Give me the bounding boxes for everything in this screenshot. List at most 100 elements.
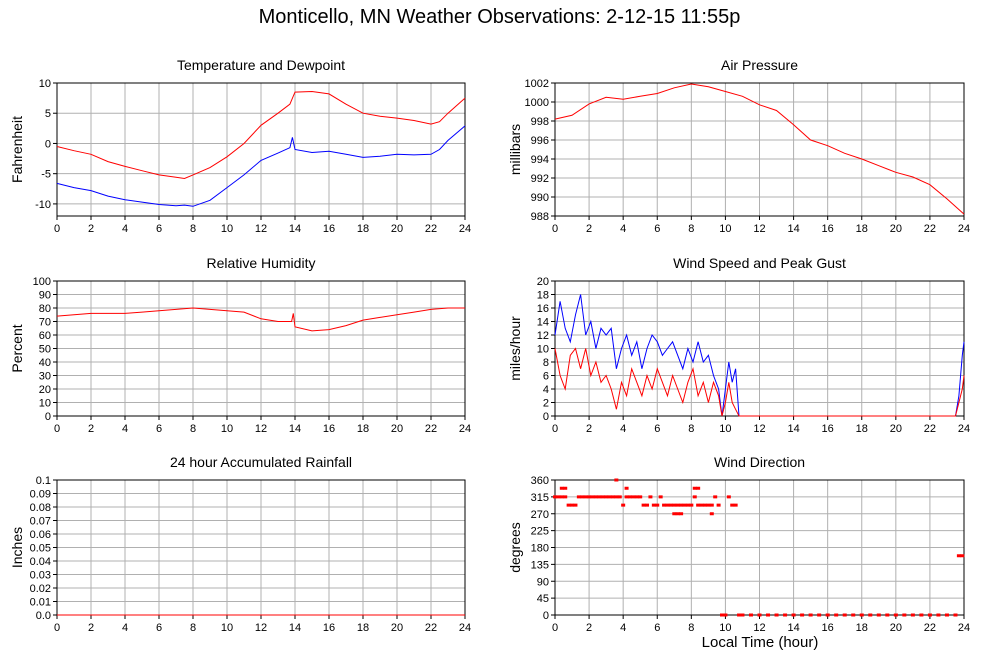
y-tick-label: 90 xyxy=(537,576,549,588)
data-point xyxy=(825,613,830,617)
y-tick-label: 360 xyxy=(531,475,549,487)
y-tick-label: 40 xyxy=(39,357,51,369)
data-point xyxy=(685,503,690,507)
x-tick-label: 20 xyxy=(890,622,902,634)
y-tick-label: 6 xyxy=(543,371,549,383)
y-axis-label: millibars xyxy=(507,124,523,175)
y-tick-label: 0.01 xyxy=(30,597,51,609)
y-tick-label: 12 xyxy=(537,330,549,342)
plot-frame xyxy=(56,280,466,417)
x-tick-label: 18 xyxy=(357,622,369,634)
y-tick-label: 0.05 xyxy=(30,543,51,555)
data-point xyxy=(604,495,609,499)
chart-title: Wind Direction xyxy=(714,454,805,470)
data-point xyxy=(692,486,697,490)
x-tick-label: 0 xyxy=(552,223,558,235)
data-point xyxy=(634,495,639,499)
x-tick-label: 24 xyxy=(459,622,471,634)
x-tick-label: 6 xyxy=(654,223,660,235)
x-tick-label: 12 xyxy=(753,622,765,634)
x-tick-label: 4 xyxy=(122,223,128,235)
data-point xyxy=(766,613,771,617)
x-tick-label: 20 xyxy=(391,223,403,235)
y-axis-label: Percent xyxy=(9,324,25,372)
data-point xyxy=(893,613,898,617)
data-point xyxy=(600,495,605,499)
x-tick-label: 0 xyxy=(552,423,558,435)
chart-title: Relative Humidity xyxy=(207,255,316,271)
x-tick-label: 4 xyxy=(122,622,128,634)
data-point xyxy=(627,495,632,499)
data-point xyxy=(709,512,714,516)
x-tick-label: 18 xyxy=(357,223,369,235)
data-point xyxy=(716,503,721,507)
x-tick-label: 2 xyxy=(88,423,94,435)
x-tick-label: 8 xyxy=(688,423,694,435)
data-point xyxy=(675,503,680,507)
x-tick-label: 6 xyxy=(654,423,660,435)
data-point xyxy=(679,512,684,516)
data-point xyxy=(834,613,839,617)
data-point xyxy=(617,495,622,499)
x-tick-label: 10 xyxy=(719,423,731,435)
x-tick-label: 20 xyxy=(391,423,403,435)
x-tick-label: 10 xyxy=(719,622,731,634)
x-tick-label: 14 xyxy=(787,423,799,435)
x-tick-label: 4 xyxy=(620,223,626,235)
x-tick-label: 16 xyxy=(323,223,335,235)
data-point xyxy=(566,503,571,507)
y-tick-label: 135 xyxy=(531,559,549,571)
x-tick-label: 10 xyxy=(719,223,731,235)
x-tick-label: 12 xyxy=(753,223,765,235)
y-tick-label: 10 xyxy=(39,398,51,410)
x-tick-label: 22 xyxy=(924,622,936,634)
data-point xyxy=(720,613,725,617)
data-point xyxy=(757,613,762,617)
data-point xyxy=(748,613,753,617)
y-tick-label: 90 xyxy=(39,290,51,302)
x-tick-label: 2 xyxy=(88,622,94,634)
x-tick-label: 12 xyxy=(255,223,267,235)
x-tick-label: 24 xyxy=(958,423,970,435)
x-tick-label: 2 xyxy=(586,423,592,435)
x-tick-label: 12 xyxy=(255,622,267,634)
data-point xyxy=(587,495,592,499)
y-tick-label: 0 xyxy=(45,411,51,423)
data-point xyxy=(679,503,684,507)
y-tick-label: 45 xyxy=(537,593,549,605)
data-point xyxy=(597,495,602,499)
data-point xyxy=(800,613,805,617)
data-point xyxy=(556,495,561,499)
data-point xyxy=(808,613,813,617)
data-point xyxy=(927,613,932,617)
x-tick-label: 22 xyxy=(425,223,437,235)
x-tick-label: 0 xyxy=(54,223,60,235)
y-tick-label: 0.07 xyxy=(30,516,51,528)
x-tick-label: 6 xyxy=(156,223,162,235)
data-point xyxy=(570,503,575,507)
data-point xyxy=(553,495,557,499)
chart-title: Temperature and Dewpoint xyxy=(177,57,345,73)
x-tick-label: 14 xyxy=(289,622,301,634)
data-point xyxy=(614,478,619,482)
data-point xyxy=(713,495,718,499)
data-point xyxy=(910,613,915,617)
series-line-1 xyxy=(554,347,965,417)
y-tick-label: 988 xyxy=(531,211,549,223)
data-point xyxy=(573,503,578,507)
x-tick-label: 8 xyxy=(190,622,196,634)
y-tick-label: 0.09 xyxy=(30,489,51,501)
x-tick-label: 14 xyxy=(787,223,799,235)
x-tick-label: 16 xyxy=(323,423,335,435)
y-tick-label: 10 xyxy=(537,344,549,356)
data-point xyxy=(648,495,653,499)
y-tick-label: 0.06 xyxy=(30,529,51,541)
y-tick-label: 180 xyxy=(531,543,549,555)
y-tick-label: 60 xyxy=(39,330,51,342)
y-tick-label: 998 xyxy=(531,116,549,128)
x-tick-label: 24 xyxy=(958,223,970,235)
